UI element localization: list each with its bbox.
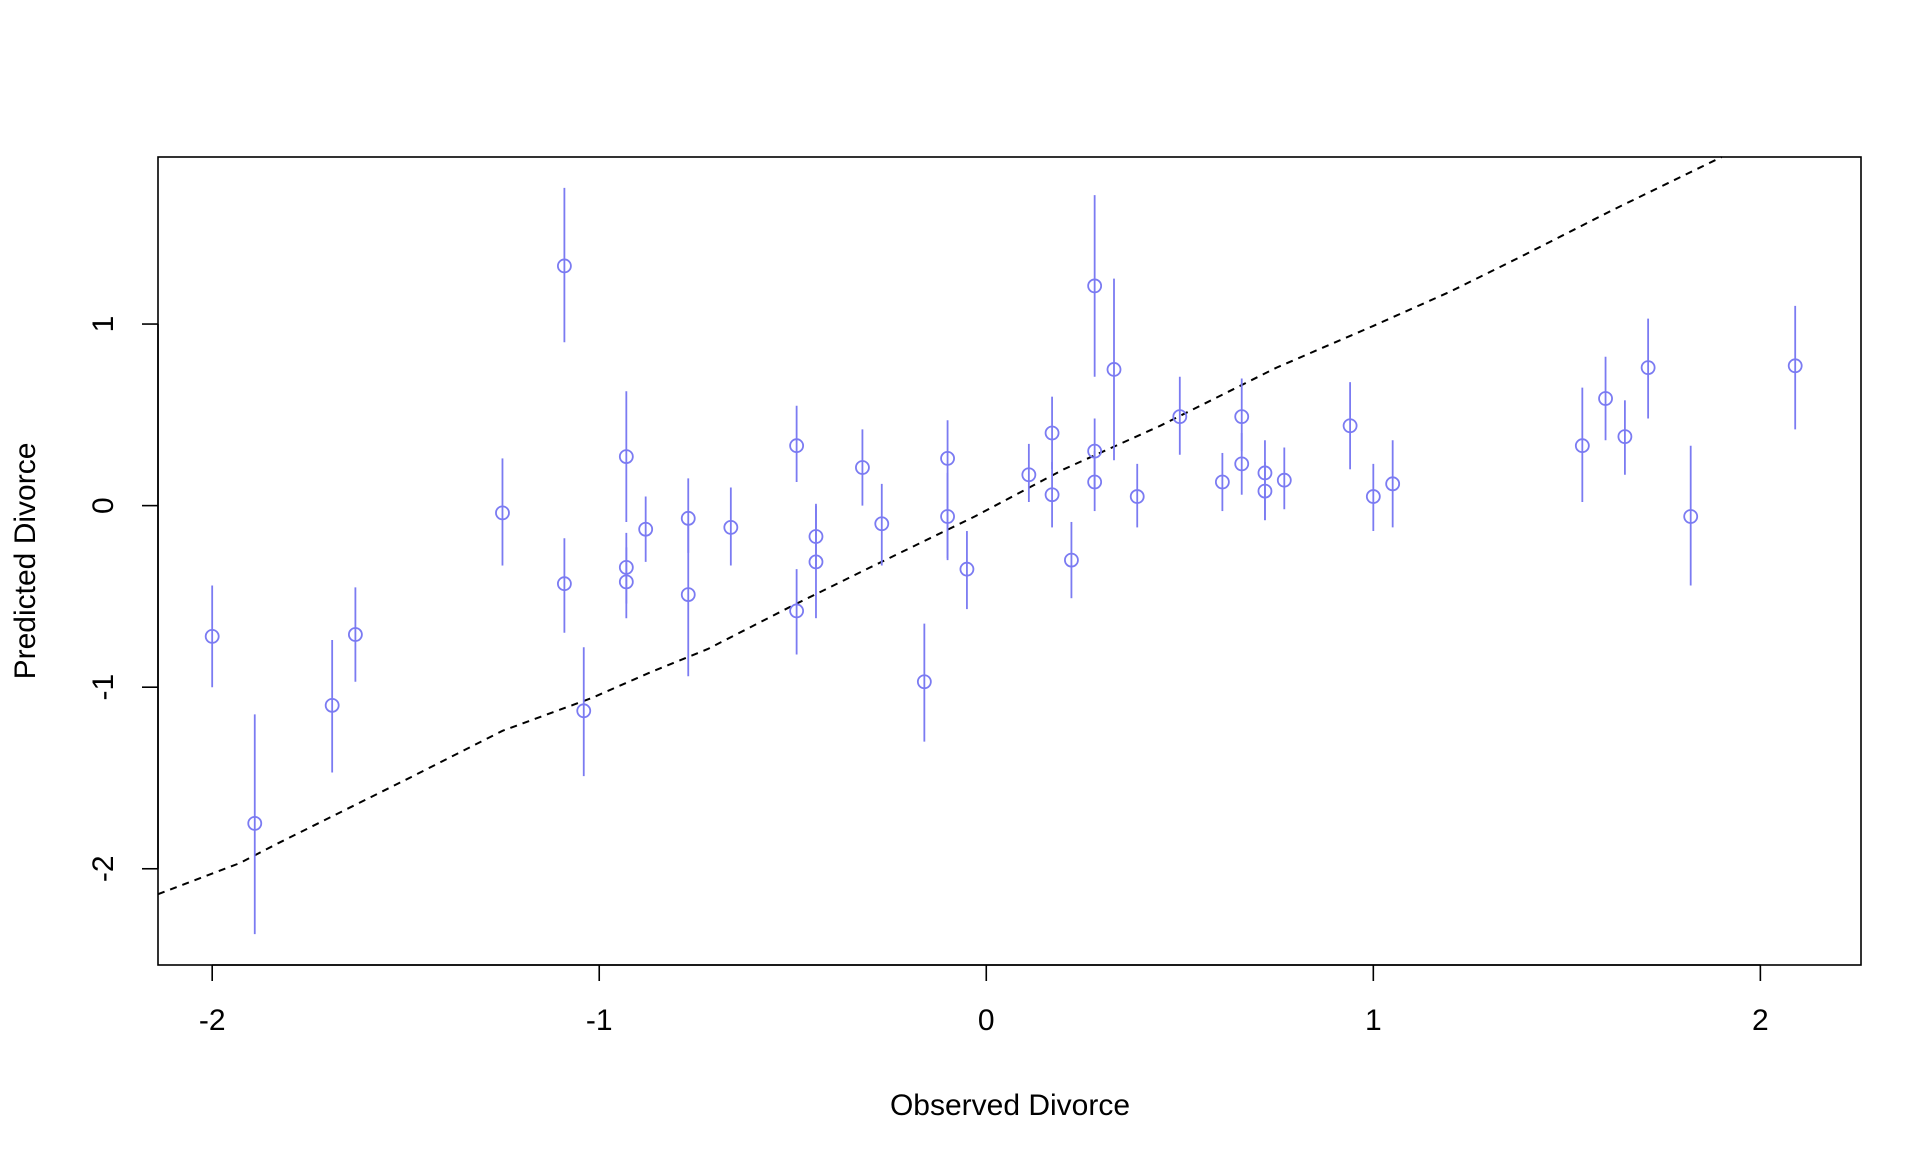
x-tick-label: 1 [1365, 1004, 1382, 1037]
point-layer [204, 258, 1803, 831]
data-point [1087, 443, 1103, 459]
data-point [1617, 429, 1633, 445]
y-axis-title: Predicted Divorce [9, 443, 42, 680]
data-point [874, 516, 890, 532]
data-point [618, 559, 634, 575]
y-axis: -2 -1 0 1 [87, 316, 159, 882]
x-tick-label: -2 [199, 1004, 226, 1037]
data-point [916, 674, 932, 690]
data-point [1257, 483, 1273, 499]
data-point [1234, 409, 1250, 425]
data-point [1087, 474, 1103, 490]
x-tick-label: 0 [978, 1004, 995, 1037]
y-tick-label: 0 [87, 497, 120, 514]
data-point [247, 815, 263, 831]
data-point [1598, 391, 1613, 406]
y-tick-label: -2 [87, 855, 120, 882]
data-point [808, 554, 824, 570]
data-point [789, 438, 805, 454]
reference-line [157, 156, 1723, 896]
data-point [495, 505, 510, 521]
data-point [1257, 465, 1273, 481]
y-tick-label: 1 [87, 316, 120, 333]
data-point [1021, 467, 1037, 483]
data-point [1234, 456, 1250, 472]
data-point [1342, 418, 1358, 434]
data-point [638, 521, 654, 537]
data-point [1214, 474, 1230, 490]
data-point [1385, 476, 1401, 492]
data-point [940, 451, 955, 466]
data-point [556, 258, 572, 274]
data-point [576, 703, 592, 719]
data-point [1044, 425, 1060, 441]
data-point [808, 529, 824, 544]
data-point [940, 509, 955, 524]
data-point [1106, 362, 1122, 377]
data-point [556, 576, 572, 592]
data-point [1064, 552, 1079, 568]
data-point [1365, 489, 1381, 504]
data-point [347, 627, 363, 642]
data-point [1129, 489, 1145, 504]
data-point [1172, 409, 1188, 425]
data-point [680, 510, 696, 526]
plot-frame [157, 156, 1862, 966]
data-point [1044, 487, 1060, 503]
data-point [1787, 358, 1803, 374]
data-point [789, 603, 805, 619]
data-point [1087, 278, 1103, 294]
data-point [680, 587, 696, 602]
data-point [1574, 438, 1590, 454]
data-point [1276, 472, 1292, 488]
y-tick-label: -1 [87, 674, 120, 701]
data-point [204, 628, 220, 644]
interval-layer [211, 187, 1797, 935]
x-tick-label: -1 [586, 1004, 613, 1037]
data-point [1683, 509, 1699, 524]
data-point [1640, 360, 1656, 376]
x-axis: -2 -1 0 1 2 [199, 964, 1769, 1037]
data-point [723, 520, 739, 535]
data-point [324, 697, 340, 713]
data-point [855, 460, 870, 475]
x-axis-title: Observed Divorce [890, 1089, 1130, 1122]
data-point [959, 561, 975, 577]
data-point [618, 574, 634, 590]
x-tick-label: 2 [1752, 1004, 1769, 1037]
data-point [618, 449, 634, 464]
reference-line-layer [157, 156, 1723, 896]
